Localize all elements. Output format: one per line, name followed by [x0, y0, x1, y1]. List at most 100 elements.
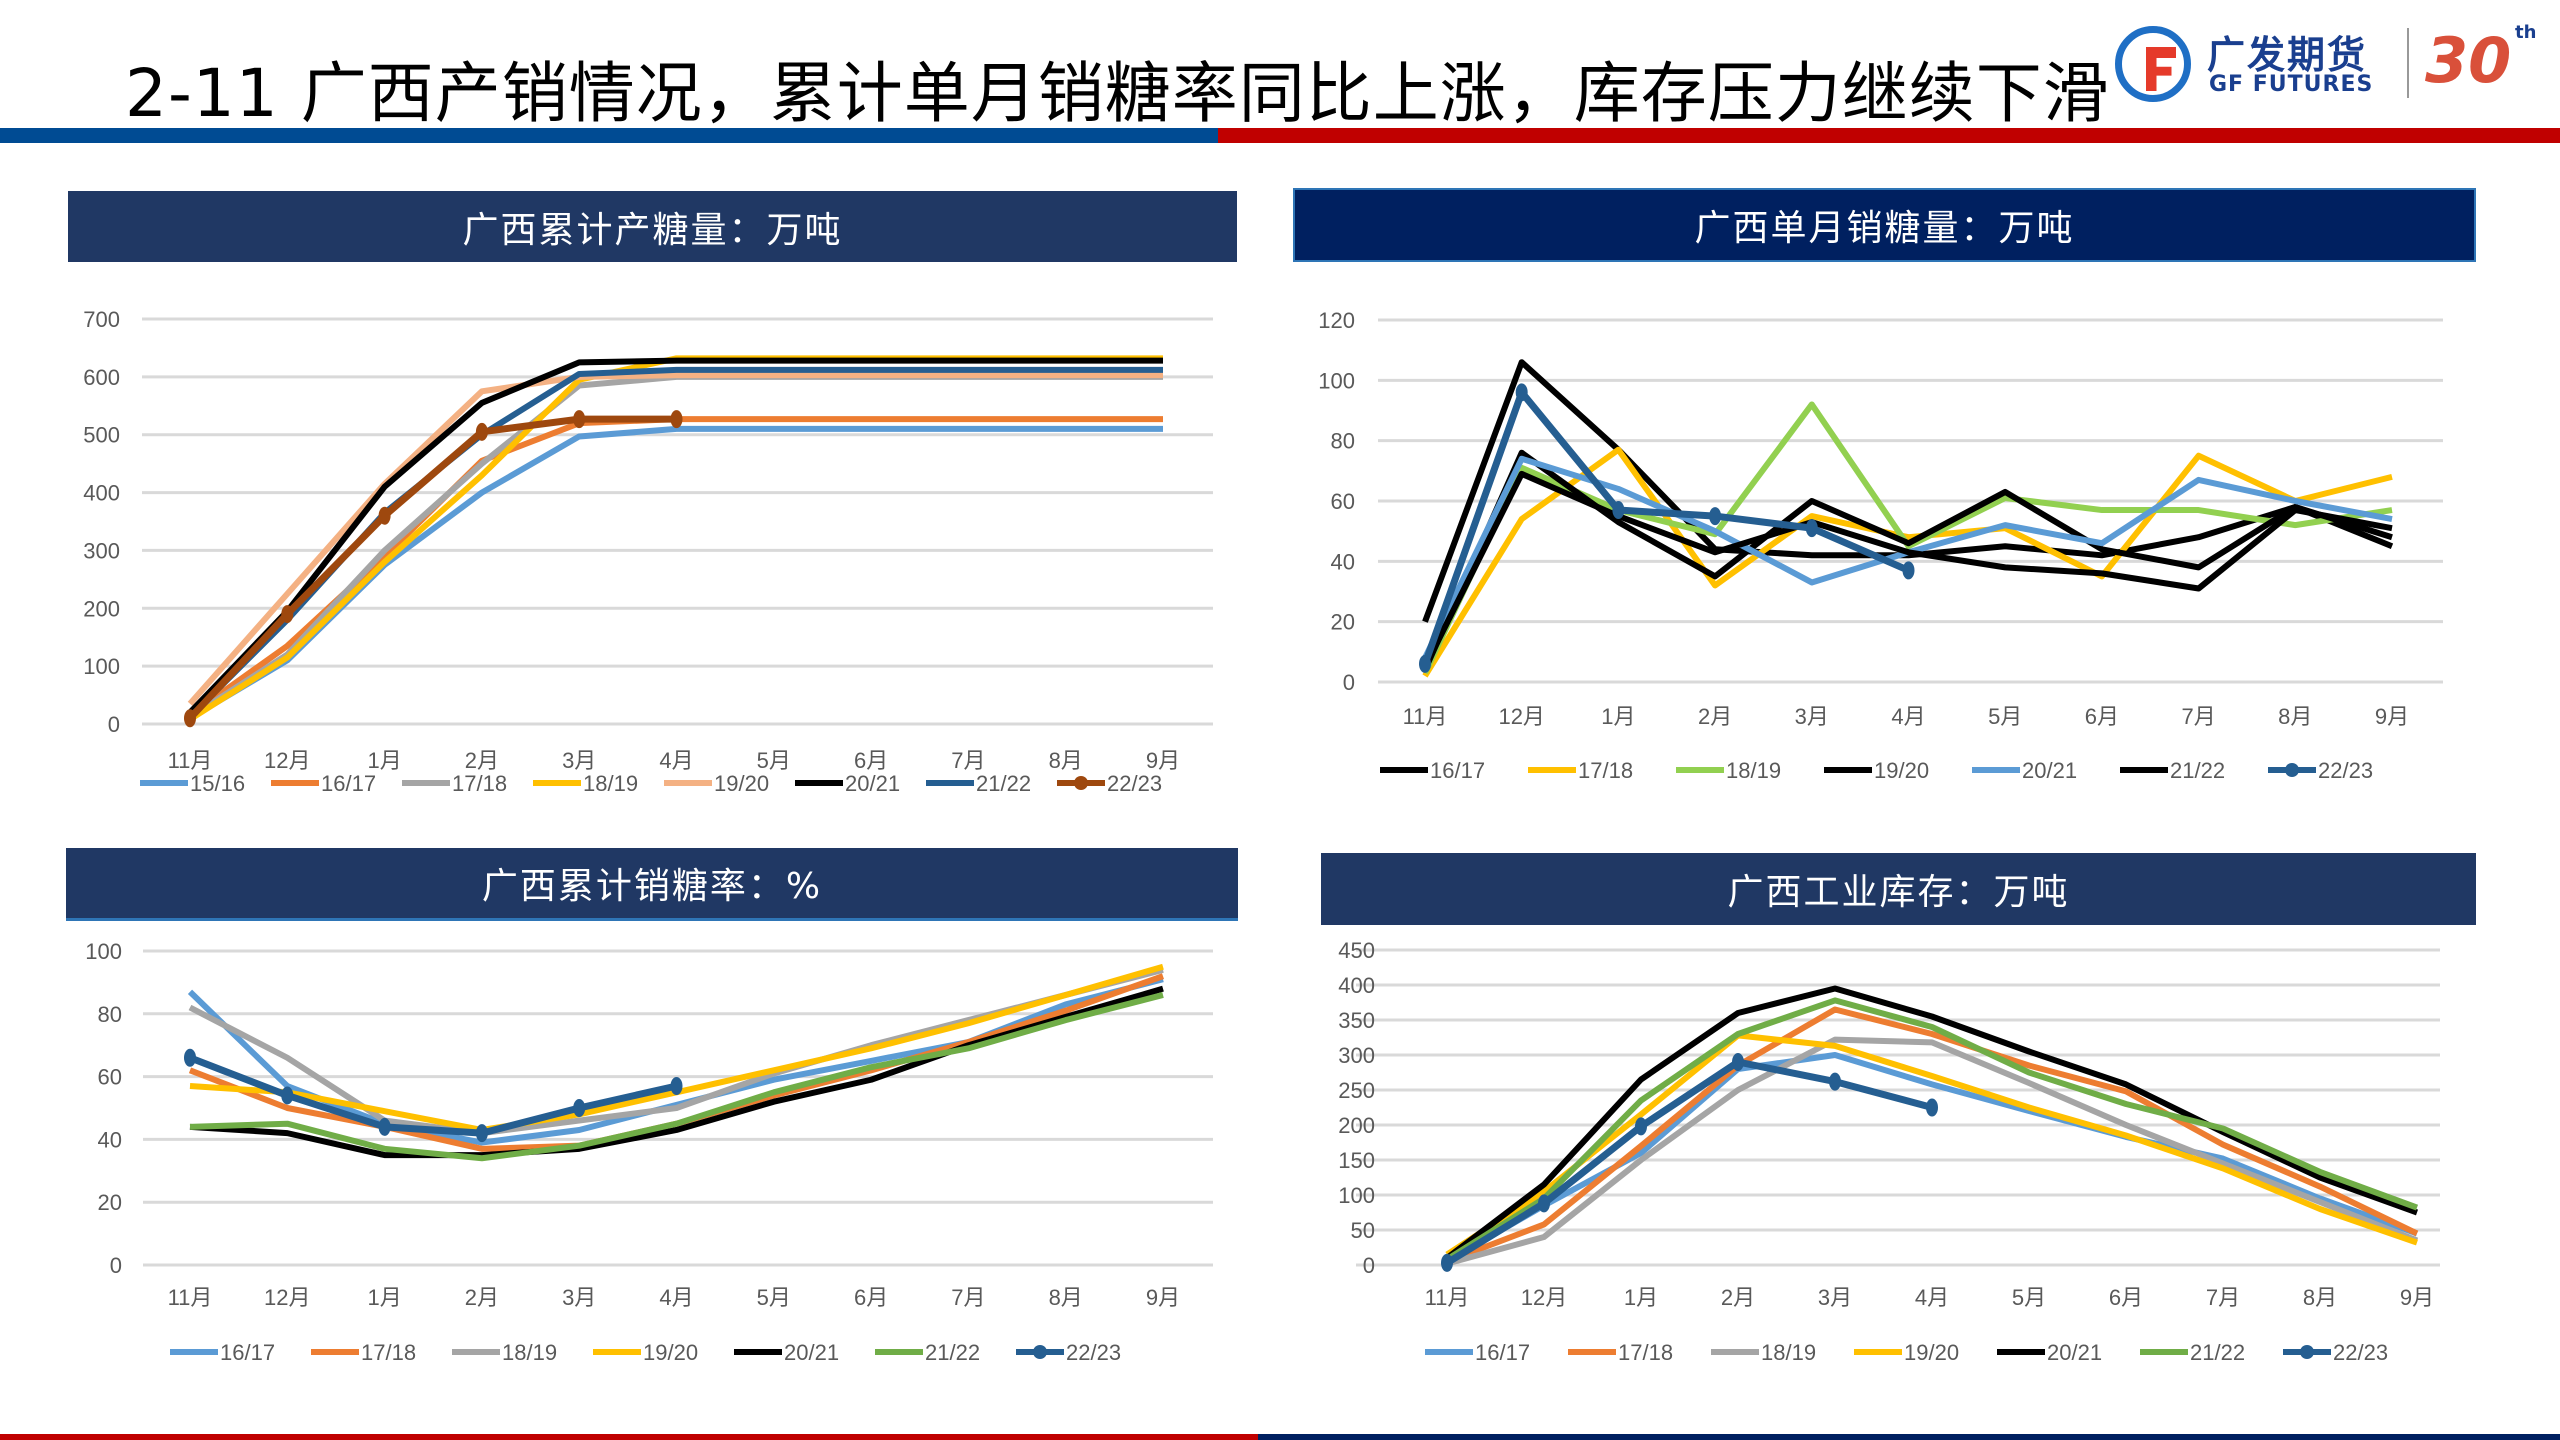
data-point-marker	[1635, 1117, 1647, 1136]
data-point-marker	[1732, 1053, 1744, 1071]
series-line-15-16	[188, 425, 1163, 721]
data-point-marker	[1419, 654, 1431, 673]
x-tick-label: 9月	[2375, 704, 2409, 729]
x-tick-label: 5月	[2012, 1285, 2046, 1310]
series-line-18-19	[1446, 1036, 2419, 1267]
data-point-marker	[1805, 519, 1818, 538]
y-tick-label: 0	[110, 1253, 122, 1278]
anniversary-logo: 30	[2425, 24, 2512, 97]
x-tick-label: 1月	[1624, 1285, 1658, 1310]
legend-label: 16/17	[1430, 758, 1485, 783]
legend-label: 17/18	[452, 771, 507, 796]
legend-label: 22/23	[1066, 1340, 1121, 1365]
y-tick-label: 700	[83, 307, 120, 332]
data-point-marker	[1829, 1072, 1841, 1091]
data-point-marker	[1441, 1253, 1453, 1272]
y-tick-label: 100	[85, 939, 122, 964]
data-point-marker	[378, 506, 391, 525]
chart-0: 0 100 200 300 400 500 600 700 11月 12月 1月 2月 3月 4月 5月 6月…	[83, 307, 1213, 796]
x-tick-label: 11月	[1425, 1285, 1470, 1310]
legend-label: 20/21	[2022, 758, 2077, 783]
data-point-marker	[670, 410, 683, 429]
legend-label: 22/23	[2318, 758, 2373, 783]
logo-divider	[2407, 28, 2409, 98]
y-tick-label: 100	[1318, 368, 1355, 393]
x-tick-label: 3月	[562, 1285, 596, 1310]
data-point-marker	[1926, 1098, 1938, 1117]
legend-label: 19/20	[1904, 1340, 1959, 1365]
series-line-22-23	[1421, 388, 1910, 666]
chart-header-cumulative-sales-rate: 广西累计销糖率：%	[66, 848, 1238, 921]
x-tick-label: 4月	[659, 1285, 693, 1310]
gf-futures-logo: 广发期货 GF FUTURES 30 th	[2115, 22, 2545, 108]
data-point-marker	[281, 1086, 294, 1105]
series-line-22-23	[1445, 1058, 1933, 1266]
x-tick-label: 4月	[1891, 704, 1925, 729]
x-tick-label: 3月	[1818, 1285, 1852, 1310]
data-point-marker	[573, 410, 586, 429]
legend-label: 16/17	[220, 1340, 275, 1365]
y-tick-label: 600	[83, 365, 120, 390]
x-tick-label: 6月	[2109, 1285, 2143, 1310]
data-point-marker	[1709, 507, 1722, 526]
x-tick-label: 7月	[2206, 1285, 2240, 1310]
legend-marker	[2285, 763, 2299, 777]
data-point-marker	[184, 1048, 196, 1067]
x-tick-label: 11月	[168, 1285, 213, 1310]
series-line-22-23	[188, 1054, 678, 1137]
x-tick-label: 6月	[854, 748, 888, 773]
series-line-22-23	[187, 415, 677, 721]
y-tick-label: 40	[98, 1127, 122, 1152]
legend-label: 21/22	[2170, 758, 2225, 783]
logo-en-text: GF FUTURES	[2209, 72, 2374, 97]
chart-1: 0 20 40 60 80 100 120 11月 12月 1月 2月 3月 4月 5月 6月 7月 8月 9月 1…	[1318, 308, 2443, 783]
series-line-21-22	[1422, 470, 2393, 669]
legend-label: 16/17	[321, 771, 376, 796]
x-tick-label: 1月	[367, 748, 401, 773]
x-tick-label: 5月	[1988, 704, 2022, 729]
y-tick-label: 40	[1331, 549, 1355, 574]
x-tick-label: 11月	[168, 748, 213, 773]
series-line-20-21	[1445, 985, 2419, 1261]
legend-marker	[1033, 1345, 1047, 1359]
y-tick-label: 0	[108, 712, 120, 737]
chart-header-cumulative-production: 广西累计产糖量：万吨	[68, 191, 1237, 262]
legend-label: 17/18	[1578, 758, 1633, 783]
series-line-17-18	[1445, 1006, 2419, 1265]
legend-label: 18/19	[1761, 1340, 1816, 1365]
data-point-marker	[475, 422, 488, 441]
legend-label: 16/17	[1475, 1340, 1530, 1365]
x-tick-label: 5月	[757, 1285, 791, 1310]
series-line-21-22	[189, 992, 1164, 1162]
y-tick-label: 50	[1351, 1218, 1375, 1243]
x-tick-label: 5月	[757, 748, 791, 773]
series-line-19-20	[187, 372, 1163, 706]
footer-stripe-red	[0, 1434, 1258, 1440]
data-point-marker	[670, 1077, 683, 1096]
x-tick-label: 3月	[562, 748, 596, 773]
y-tick-label: 200	[1338, 1113, 1375, 1138]
y-tick-label: 20	[98, 1190, 122, 1215]
data-point-marker	[184, 709, 196, 728]
legend-label: 19/20	[714, 771, 769, 796]
legend-label: 20/21	[2047, 1340, 2102, 1365]
legend-label: 15/16	[190, 771, 245, 796]
y-tick-label: 450	[1338, 938, 1375, 963]
y-tick-label: 400	[83, 481, 120, 506]
x-tick-label: 12月	[1521, 1285, 1567, 1310]
y-tick-label: 80	[1331, 429, 1355, 454]
legend-marker	[2300, 1345, 2314, 1359]
legend-label: 19/20	[643, 1340, 698, 1365]
y-tick-label: 350	[1338, 1008, 1375, 1033]
legend-label: 20/21	[845, 771, 900, 796]
y-tick-label: 300	[1338, 1043, 1375, 1068]
y-tick-label: 300	[83, 538, 120, 563]
header-stripe-blue	[0, 128, 1218, 143]
legend-label: 21/22	[976, 771, 1031, 796]
series-line-21-22	[1445, 997, 2419, 1262]
x-tick-label: 9月	[1146, 1285, 1180, 1310]
series-line-19-20	[1445, 1032, 2418, 1258]
x-tick-label: 12月	[264, 748, 310, 773]
legend-label: 17/18	[1618, 1340, 1673, 1365]
x-tick-label: 6月	[2085, 704, 2119, 729]
